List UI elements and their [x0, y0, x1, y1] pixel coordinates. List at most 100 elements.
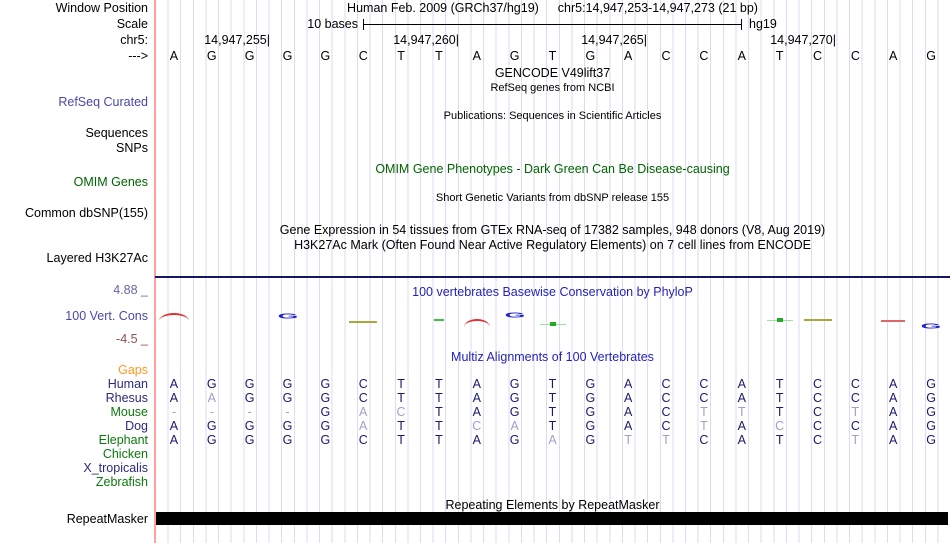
- track-label-layered-h3k27ac[interactable]: Layered H3K27Ac: [46, 251, 148, 265]
- alignment-base: A: [737, 377, 746, 391]
- alignment-base: G: [926, 419, 936, 433]
- track-title-publications: Publications: Sequences in Scientific Ar…: [443, 110, 662, 122]
- alignment-base: G: [282, 433, 293, 447]
- track-title-dbsnp: Short Genetic Variants from dbSNP releas…: [435, 192, 670, 204]
- species-label-human[interactable]: Human: [107, 377, 148, 391]
- sequence-base: T: [397, 49, 405, 63]
- alignment-base: G: [509, 433, 520, 447]
- alignment-base: G: [320, 433, 331, 447]
- alignment-base: A: [472, 433, 481, 447]
- species-label-rhesus[interactable]: Rhesus: [105, 391, 148, 405]
- alignment-base: T: [624, 433, 633, 447]
- assembly-tag: hg19: [749, 17, 777, 31]
- track-label-sequences[interactable]: Sequences: [85, 126, 148, 140]
- species-label-gaps[interactable]: Gaps: [118, 363, 148, 377]
- track-label-omim-genes[interactable]: OMIM Genes: [73, 175, 148, 189]
- track-title-refseq: RefSeq genes from NCBI: [490, 82, 615, 94]
- alignment-base: G: [509, 391, 520, 405]
- alignment-base: G: [320, 419, 331, 433]
- sequence-base: C: [358, 49, 368, 63]
- track-label-snps[interactable]: SNPs: [116, 141, 148, 155]
- alignment-base: G: [585, 377, 596, 391]
- alignment-base: A: [889, 377, 898, 391]
- window-position-header: Human Feb. 2009 (GRCh37/hg19) chr5:14,94…: [155, 2, 950, 15]
- sequence-base: T: [775, 49, 784, 63]
- alignment-base: T: [775, 377, 784, 391]
- alignment-base: T: [397, 419, 405, 433]
- alignment-base: -: [209, 405, 214, 419]
- species-label-mouse[interactable]: Mouse: [110, 405, 148, 419]
- alignment-base: G: [320, 405, 331, 419]
- alignment-base: A: [472, 405, 481, 419]
- alignment-base: C: [812, 419, 823, 433]
- layered-h3k27ac-signal-line: [155, 276, 950, 279]
- species-label-dog[interactable]: Dog: [125, 419, 148, 433]
- species-label-zebrafish[interactable]: Zebrafish: [95, 475, 148, 489]
- alignment-base: C: [699, 433, 709, 447]
- track-title-gtex: Gene Expression in 54 tissues from GTEx …: [279, 223, 826, 237]
- alignment-base: G: [244, 433, 255, 447]
- alignment-base: T: [775, 433, 784, 447]
- alignment-base: C: [812, 391, 823, 405]
- position-range: chr5:14,947,253-14,947,273 (21 bp): [557, 1, 758, 15]
- alignment-base: C: [775, 419, 785, 433]
- sequence-base: G: [585, 49, 596, 63]
- sequence-base: C: [661, 49, 671, 63]
- alignment-base: A: [359, 419, 368, 433]
- conservation-glyph: G: [277, 312, 298, 320]
- alignment-base: G: [244, 391, 255, 405]
- track-label-100-vert-cons[interactable]: 100 Vert. Cons: [65, 309, 148, 323]
- alignment-base: G: [585, 391, 596, 405]
- alignment-base: A: [889, 433, 898, 447]
- sequence-base: G: [282, 49, 293, 63]
- sequence-base: T: [548, 49, 557, 63]
- alignment-base: C: [472, 419, 482, 433]
- track-label-repeatmasker[interactable]: RepeatMasker: [66, 512, 148, 526]
- alignment-base: G: [244, 419, 255, 433]
- sequence-base: A: [624, 49, 633, 63]
- alignment-base: T: [397, 377, 405, 391]
- alignment-base: C: [661, 377, 671, 391]
- conservation-max-value: 4.88 _: [113, 283, 148, 297]
- ruler-tick-label: 14,947,270|: [770, 33, 836, 47]
- conservation-glyph: G: [504, 311, 525, 319]
- alignment-base: G: [926, 433, 936, 447]
- alignment-base: C: [358, 377, 368, 391]
- alignment-base: T: [548, 419, 557, 433]
- alignment-base: A: [889, 419, 898, 433]
- conservation-glyph: [881, 320, 906, 322]
- alignment-base: T: [775, 405, 784, 419]
- scale-bar-line: [364, 24, 741, 26]
- track-title-phylop: 100 vertebrates Basewise Conservation by…: [412, 285, 693, 299]
- alignment-base: -: [285, 405, 290, 419]
- alignment-base: T: [435, 405, 443, 419]
- alignment-base: C: [812, 433, 823, 447]
- alignment-base: G: [926, 391, 936, 405]
- alignment-base: C: [396, 405, 406, 419]
- alignment-base: -: [247, 405, 252, 419]
- alignment-base: G: [282, 377, 293, 391]
- alignment-base: G: [282, 391, 293, 405]
- alignment-base: A: [472, 391, 481, 405]
- sequence-base: G: [206, 49, 217, 63]
- alignment-base: G: [926, 405, 936, 419]
- alignment-base: G: [206, 433, 217, 447]
- species-label-elephant[interactable]: Elephant: [98, 433, 148, 447]
- alignment-base: A: [624, 377, 633, 391]
- alignment-base: A: [737, 391, 746, 405]
- repeatmasker-element-bar[interactable]: [156, 512, 948, 525]
- species-label-chicken[interactable]: Chicken: [102, 447, 148, 461]
- window-position-label: Window Position: [55, 1, 148, 15]
- alignment-base: A: [169, 377, 179, 391]
- alignment-base: C: [661, 419, 671, 433]
- conservation-glyph: [349, 321, 378, 323]
- alignment-base: A: [169, 433, 179, 447]
- track-label-refseq-curated[interactable]: RefSeq Curated: [58, 95, 148, 109]
- track-label-common-dbsnp[interactable]: Common dbSNP(155): [25, 206, 148, 220]
- species-label-x_tropicalis[interactable]: X_tropicalis: [83, 461, 148, 475]
- alignment-base: C: [812, 377, 823, 391]
- alignment-base: T: [435, 377, 443, 391]
- alignment-base: T: [435, 391, 443, 405]
- alignment-base: T: [662, 433, 670, 447]
